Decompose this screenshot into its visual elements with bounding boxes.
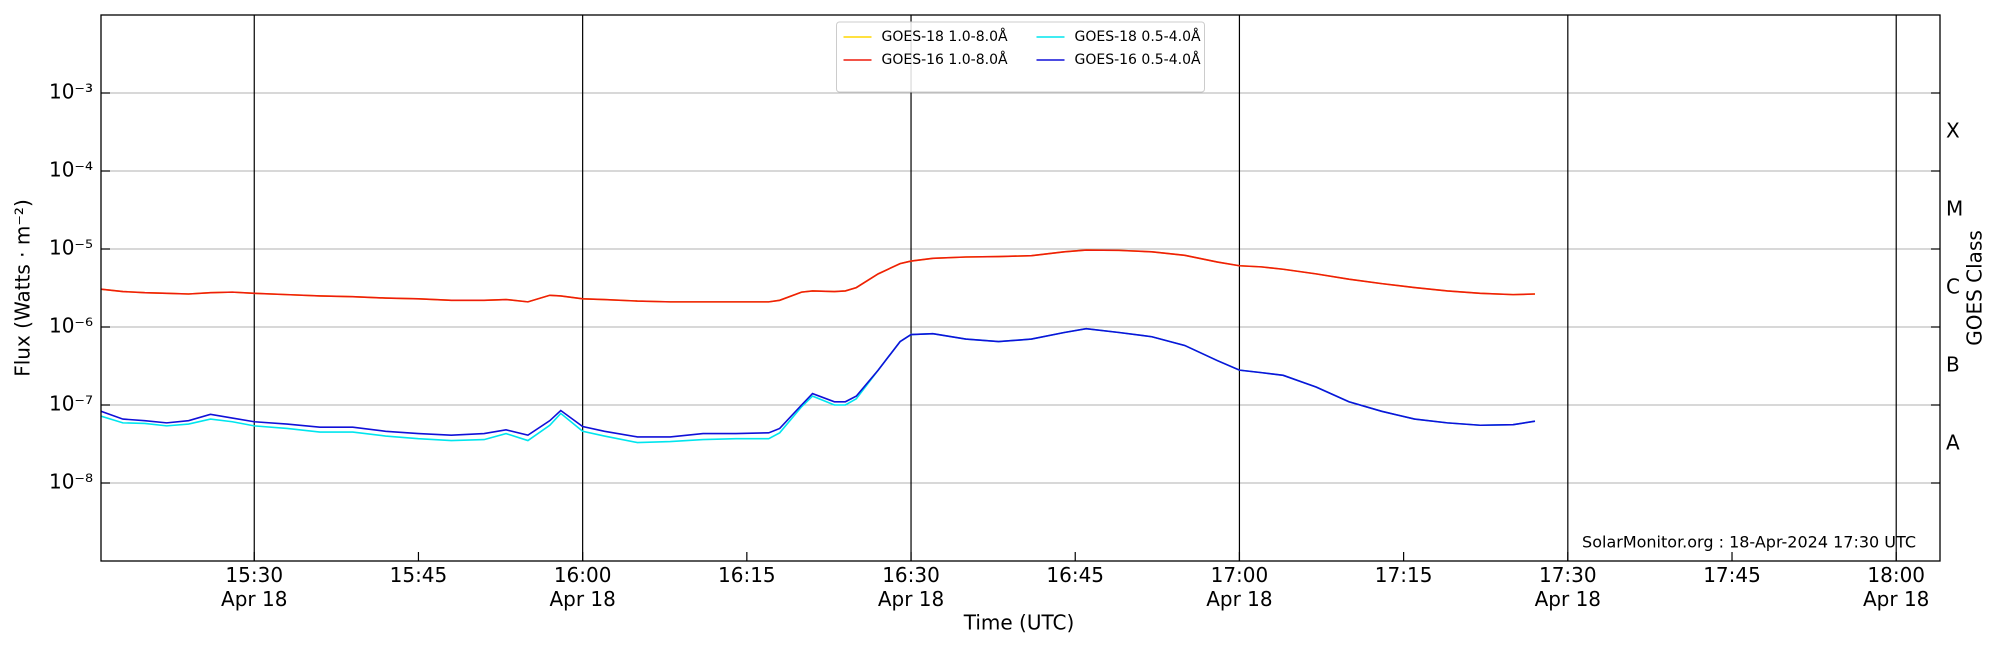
legend-box [836, 21, 1205, 93]
y2-tick-label: M [1946, 197, 1963, 221]
x-tick-label: 17:45 [1703, 563, 1761, 587]
y2-tick-label: B [1946, 353, 1960, 377]
y-axis-label: Flux (Watts · m⁻²) [11, 199, 35, 377]
y-tick-label: 10⁻⁷ [49, 392, 93, 416]
series-line [101, 327, 1536, 444]
y-tick-label: 10⁻⁸ [49, 470, 93, 494]
x-tick-label: 16:45 [1046, 563, 1105, 587]
y2-tick-label: X [1946, 119, 1960, 143]
x-tick-label: 17:15 [1374, 563, 1433, 587]
legend-label: GOES-16 0.5-4.0Å [1075, 51, 1201, 68]
y-tick-label: 10⁻⁴ [49, 158, 93, 182]
y-tick-label: 10⁻³ [49, 80, 93, 104]
x-tick-label: 18:00 Apr 18 [1863, 563, 1930, 611]
y-tick-label: 10⁻⁵ [49, 236, 93, 260]
x-axis-label: Time (UTC) [963, 611, 1075, 635]
y2-tick-label: C [1946, 275, 1960, 299]
y2-axis-label: GOES Class [1963, 230, 1987, 346]
x-tick-label: 15:30 Apr 18 [221, 563, 288, 611]
series-line [101, 249, 1536, 303]
series-line [101, 249, 1536, 303]
annotation: SolarMonitor.org : 18-Apr-2024 17:30 UTC [1582, 533, 1916, 552]
x-tick-label: 17:00 Apr 18 [1206, 563, 1273, 611]
y2-tick-label: A [1946, 431, 1960, 455]
x-tick-label: 16:00 Apr 18 [549, 563, 616, 611]
series-line [101, 327, 1536, 438]
legend-label: GOES-18 0.5-4.0Å [1075, 28, 1201, 45]
plot-frame [100, 14, 1941, 562]
x-tick-label: 16:15 [718, 563, 776, 587]
x-tick-label: 17:30 Apr 18 [1534, 563, 1602, 611]
legend-label: GOES-16 1.0-8.0Å [882, 51, 1008, 68]
legend: GOES-18 1.0-8.0Å GOES-16 1.0-8.0Å GOES-18 … [836, 21, 1205, 93]
legend-label: GOES-18 1.0-8.0Å [882, 28, 1008, 45]
y-tick-label: 10⁻⁶ [49, 314, 93, 338]
x-tick-label: 15:45 [389, 563, 448, 587]
x-tick-label: 16:30 Apr 18 [877, 563, 945, 611]
